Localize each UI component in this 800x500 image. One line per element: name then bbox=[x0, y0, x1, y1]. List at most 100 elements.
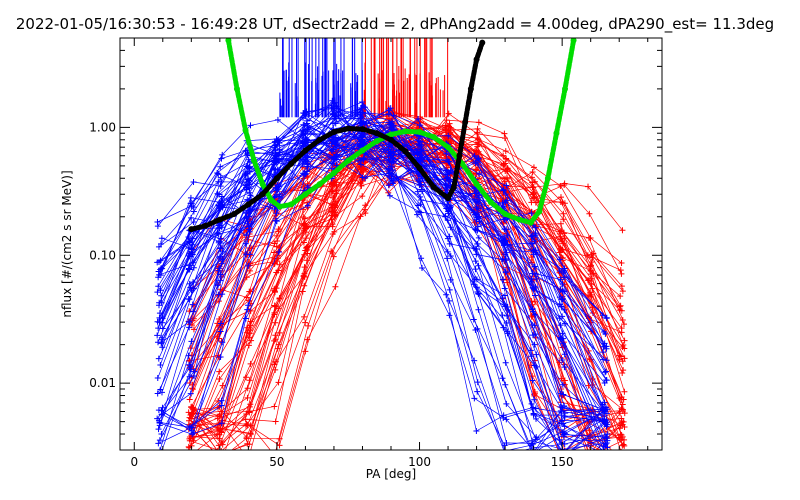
blue_traces-marker bbox=[154, 390, 161, 397]
blue_traces-marker bbox=[388, 143, 395, 150]
red_traces-marker bbox=[244, 385, 251, 392]
black_fit-point bbox=[188, 226, 195, 233]
blue_traces-marker bbox=[273, 152, 280, 159]
blue_traces-marker bbox=[501, 285, 508, 292]
blue_traces-marker bbox=[529, 377, 536, 384]
blue_traces-line bbox=[156, 138, 606, 450]
blue_traces-marker bbox=[186, 318, 193, 325]
blue_traces-marker bbox=[560, 391, 567, 398]
blue_traces-marker bbox=[474, 240, 481, 247]
y-tick-label: 1.00 bbox=[89, 120, 116, 134]
blue_traces-marker bbox=[385, 165, 392, 172]
blue_traces-marker bbox=[156, 319, 163, 326]
red_traces-line bbox=[191, 154, 621, 326]
blue_traces-marker bbox=[245, 262, 252, 269]
blue_traces-marker bbox=[561, 441, 568, 448]
green_fit-point bbox=[276, 203, 283, 210]
blue_traces-line bbox=[157, 105, 605, 450]
blue_traces-marker bbox=[444, 255, 451, 262]
x-axis-label: PA [deg] bbox=[366, 467, 416, 481]
blue_traces-marker bbox=[186, 324, 193, 331]
blue_traces-marker bbox=[331, 115, 338, 122]
blue_traces-marker bbox=[560, 340, 567, 347]
blue_traces-marker bbox=[558, 417, 565, 424]
top-bars bbox=[279, 38, 449, 118]
red_traces-marker bbox=[444, 135, 451, 142]
blue_traces-marker bbox=[360, 155, 367, 162]
blue_traces-marker bbox=[603, 410, 610, 417]
red_traces-marker bbox=[618, 283, 625, 290]
blue_traces-line bbox=[159, 137, 608, 448]
red_traces-marker bbox=[618, 260, 625, 267]
blue_traces-marker bbox=[476, 171, 483, 178]
blue_traces-marker bbox=[304, 163, 311, 170]
blue_traces-marker bbox=[215, 291, 222, 298]
blue_traces-line bbox=[157, 102, 603, 405]
red_traces-marker bbox=[619, 227, 626, 234]
blue_traces-marker bbox=[300, 131, 307, 138]
blue_traces-marker bbox=[471, 395, 478, 402]
red_traces-marker bbox=[617, 302, 624, 309]
red_traces-marker bbox=[617, 456, 623, 462]
red_traces-marker bbox=[218, 456, 224, 462]
plot-area bbox=[154, 38, 628, 462]
blue_traces-marker bbox=[358, 104, 365, 111]
blue_traces-marker bbox=[533, 351, 540, 358]
blue_traces-marker bbox=[446, 240, 453, 247]
y-tick-label: 0.10 bbox=[89, 248, 116, 262]
red_traces-marker bbox=[276, 442, 283, 449]
blue_traces-marker bbox=[189, 301, 196, 308]
red_traces-marker bbox=[214, 431, 221, 438]
green_fit-point bbox=[487, 199, 494, 206]
red_traces-marker bbox=[302, 348, 309, 355]
blue_traces-line bbox=[158, 136, 605, 444]
blue_traces-marker bbox=[329, 97, 336, 104]
blue_traces-marker bbox=[360, 119, 367, 126]
blue_traces-marker bbox=[390, 149, 397, 156]
green_fit-point bbox=[242, 127, 249, 134]
blue_traces-marker bbox=[600, 356, 607, 363]
red_traces-marker bbox=[530, 190, 537, 197]
blue_traces-marker bbox=[155, 274, 162, 281]
blue_traces-marker bbox=[472, 190, 479, 197]
blue_traces-marker bbox=[275, 193, 282, 200]
blue_traces-marker bbox=[155, 283, 162, 290]
blue_traces-marker bbox=[447, 252, 454, 259]
blue_traces-marker bbox=[474, 388, 481, 395]
green_fit-point bbox=[430, 134, 437, 141]
red_traces-marker bbox=[329, 249, 336, 256]
blue_traces-line bbox=[158, 100, 607, 347]
red_traces-marker bbox=[217, 447, 219, 450]
blue_traces-marker bbox=[502, 251, 509, 258]
blue_traces-marker bbox=[561, 320, 568, 327]
blue_traces-marker bbox=[215, 231, 222, 238]
red_traces-marker bbox=[275, 379, 282, 386]
blue_traces-marker bbox=[528, 278, 535, 285]
blue_traces-line bbox=[161, 104, 608, 450]
blue_traces-marker bbox=[476, 218, 483, 225]
blue_traces-marker bbox=[274, 116, 281, 123]
blue_traces-marker bbox=[600, 447, 607, 450]
blue_traces-marker bbox=[499, 237, 506, 244]
red_traces-marker bbox=[301, 264, 308, 271]
blue_traces-marker bbox=[359, 99, 366, 106]
blue_traces-marker bbox=[557, 403, 564, 410]
red_traces-marker bbox=[560, 210, 567, 217]
blue_traces-marker bbox=[603, 433, 610, 440]
blue_traces-marker bbox=[443, 150, 450, 157]
red_traces-marker bbox=[619, 358, 626, 365]
blue_traces-marker bbox=[445, 158, 452, 165]
red_traces-marker bbox=[475, 119, 482, 126]
blue_traces-marker bbox=[190, 179, 197, 186]
red_traces-marker bbox=[245, 342, 252, 349]
green_fit-point bbox=[553, 130, 560, 137]
blue_traces-line bbox=[158, 115, 604, 410]
blue_traces-marker bbox=[415, 148, 422, 155]
blue_traces-line bbox=[158, 101, 603, 430]
blue_traces-marker bbox=[558, 412, 565, 419]
red_traces-marker bbox=[271, 337, 278, 344]
red_traces-marker bbox=[618, 415, 625, 422]
blue_traces-marker bbox=[217, 203, 224, 210]
black_fit-point bbox=[402, 148, 409, 155]
red_traces-marker bbox=[589, 452, 595, 458]
